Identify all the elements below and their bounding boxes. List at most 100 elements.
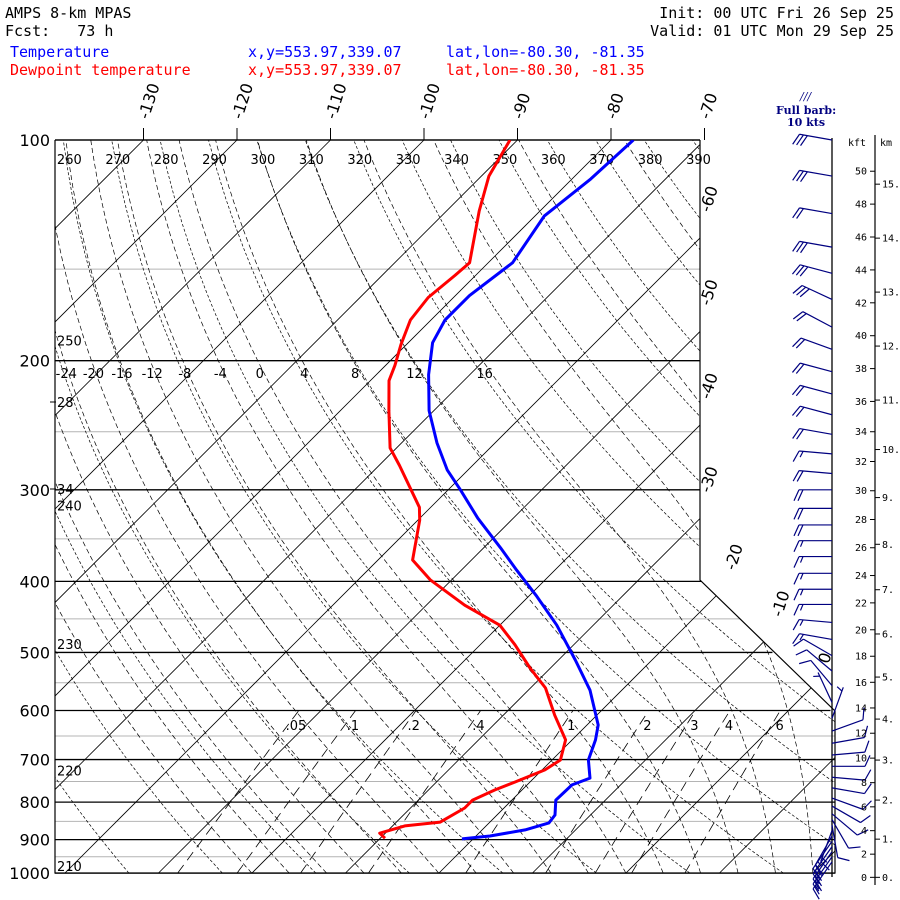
moist-adiabat <box>257 140 702 873</box>
wind-barb <box>795 649 833 672</box>
pressure-label: 200 <box>19 352 50 371</box>
dry-adiabat <box>55 140 223 873</box>
wind-barb-stroke <box>792 170 800 181</box>
isotherm-label: -110 <box>321 81 350 121</box>
wind-barb <box>793 555 832 568</box>
wind-barb <box>792 311 833 328</box>
isotherm-label: -80 <box>602 91 628 122</box>
wind-barb-stroke <box>795 265 805 276</box>
dry-adiabat-label: 340 <box>444 153 469 168</box>
kft-label: 6 <box>861 802 867 813</box>
moist-adiabat <box>55 140 402 873</box>
wind-barb-stroke <box>799 264 833 274</box>
kft-label: 22 <box>855 598 867 609</box>
dry-adiabat-label: 360 <box>541 153 566 168</box>
moist-adiabat-label: 8 <box>351 367 359 382</box>
wind-barb-stroke <box>793 638 804 647</box>
km-label: 2. <box>882 796 894 807</box>
km-label: 7. <box>882 585 894 596</box>
wind-barb-stroke <box>817 672 833 703</box>
wind-barb-stroke <box>792 207 800 219</box>
dry-adiabat <box>546 140 835 873</box>
km-label: 8. <box>882 540 894 551</box>
wind-barb-stroke <box>793 573 800 585</box>
wind-barb-stroke <box>812 841 833 869</box>
wind-barb-stroke <box>799 633 833 641</box>
wind-barb-stroke <box>792 133 800 145</box>
dewpoint-line <box>378 140 568 840</box>
wind-barb-stroke <box>799 451 804 458</box>
isotherm <box>345 140 835 873</box>
kft-label: 40 <box>855 331 867 342</box>
pressure-label: 600 <box>19 701 50 720</box>
wind-barb-stroke <box>803 638 833 657</box>
wind-barb <box>831 707 865 732</box>
wind-barb-stroke <box>812 861 833 890</box>
wind-barb-stroke <box>799 450 833 455</box>
moist-adiabat-label: -8 <box>178 367 191 382</box>
kft-label: 10 <box>855 754 867 765</box>
kft-label: 34 <box>855 427 867 438</box>
dry-adiabat <box>256 140 835 873</box>
wind-barb <box>793 489 832 502</box>
wind-barb-stroke <box>798 659 811 665</box>
isotherm-label: -120 <box>228 81 257 121</box>
wind-barb <box>792 450 833 462</box>
wind-barb <box>793 507 832 520</box>
moist-adiabat <box>518 140 835 873</box>
mixing-ratio-label: .2 <box>407 719 419 734</box>
wind-barb-stroke <box>799 266 809 277</box>
dry-adiabat-label: 310 <box>299 153 324 168</box>
temperature-xy: x,y=553.97,339.07 <box>248 43 402 61</box>
wind-barb <box>792 337 833 350</box>
moist-adiabat <box>433 140 814 873</box>
wind-barb <box>793 638 833 657</box>
dry-adiabat-label: 270 <box>105 153 130 168</box>
dewpoint-legend: Dewpoint temperature <box>10 61 191 79</box>
moist-adiabat-label: 4 <box>300 367 308 382</box>
wind-barb <box>792 427 833 440</box>
mixing-ratio-label: .4 <box>472 719 484 734</box>
wind-barb-stroke <box>793 508 800 520</box>
wind-barb <box>793 603 832 616</box>
wind-barb-stroke <box>792 285 803 294</box>
km-label: 4. <box>882 715 894 726</box>
wind-barb-stroke <box>806 649 833 672</box>
dry-adiabat-label: 220 <box>57 764 82 779</box>
kft-label: 46 <box>855 233 867 244</box>
wind-barb-stroke <box>796 241 804 253</box>
kft-label: 32 <box>855 457 867 468</box>
wind-barb <box>798 659 833 687</box>
km-label: 10. <box>882 445 900 456</box>
moist-adiabat-label: -4 <box>214 367 227 382</box>
wind-barb-stroke <box>799 634 804 641</box>
wind-barb-stroke <box>792 470 800 482</box>
wind-barb <box>791 362 833 374</box>
mixing-ratio-line <box>594 710 696 873</box>
mixing-ratio-label: 4 <box>725 719 733 734</box>
km-label: 13. <box>882 288 900 299</box>
wind-barb-stroke <box>863 725 869 738</box>
moist-adiabat <box>146 140 589 873</box>
wind-barb-stroke <box>796 170 804 182</box>
pressure-label: 400 <box>19 572 50 591</box>
wind-barb-stroke <box>831 805 861 824</box>
wind-barb-stroke <box>793 524 800 537</box>
kft-label: 8 <box>861 778 867 789</box>
wind-barb-stroke <box>812 883 820 895</box>
wind-barb-stroke <box>799 469 833 475</box>
moist-adiabat <box>55 140 440 873</box>
kft-label: 44 <box>855 265 867 276</box>
kft-label: 30 <box>855 486 867 497</box>
forecast-hour: Fcst: 73 h <box>5 22 114 40</box>
km-label: 5. <box>882 673 894 684</box>
barb-legend-line1: Full barb: <box>776 104 836 117</box>
wind-barb-stroke <box>792 311 804 320</box>
wind-barb-stroke <box>814 885 820 892</box>
wind-barb-stroke <box>792 428 800 439</box>
moist-adiabat-label: -16 <box>111 367 132 382</box>
wind-barb <box>831 805 871 824</box>
kft-label: 38 <box>855 364 867 375</box>
dry-adiabat <box>159 140 691 873</box>
dry-adiabat-label: 300 <box>251 153 276 168</box>
